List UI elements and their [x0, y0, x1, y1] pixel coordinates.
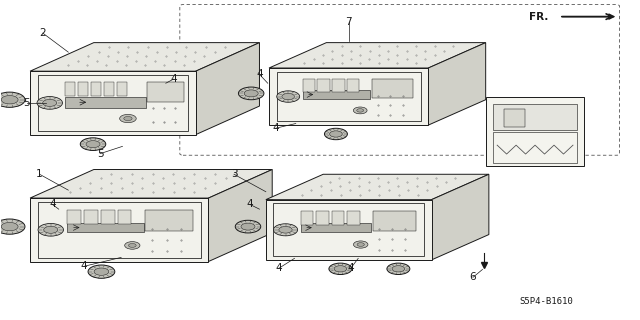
Bar [348, 211, 360, 225]
Circle shape [239, 87, 264, 100]
Bar [78, 82, 88, 96]
Polygon shape [428, 43, 486, 125]
Circle shape [353, 241, 368, 248]
Text: 5: 5 [24, 98, 30, 108]
Polygon shape [266, 200, 431, 260]
Polygon shape [269, 68, 428, 125]
Circle shape [0, 92, 25, 107]
Bar [332, 79, 344, 92]
Circle shape [353, 107, 367, 114]
Circle shape [120, 115, 136, 123]
Circle shape [94, 268, 109, 275]
Bar [273, 204, 424, 256]
Bar [372, 211, 416, 231]
Bar [317, 79, 330, 92]
Circle shape [330, 131, 342, 137]
Circle shape [244, 90, 258, 97]
Bar [303, 90, 371, 99]
Text: FR.: FR. [529, 12, 548, 22]
Bar [65, 97, 146, 108]
Circle shape [282, 93, 294, 100]
Circle shape [387, 263, 410, 275]
Text: 5: 5 [97, 149, 104, 159]
Bar [303, 79, 315, 92]
Bar [84, 210, 98, 224]
Circle shape [392, 266, 404, 272]
Polygon shape [30, 198, 209, 261]
Text: 4: 4 [49, 199, 56, 209]
Polygon shape [266, 174, 489, 200]
Bar [38, 75, 188, 131]
Polygon shape [196, 43, 259, 135]
Circle shape [44, 226, 58, 233]
Bar [504, 109, 525, 127]
Bar [101, 210, 115, 224]
Circle shape [236, 220, 260, 233]
Bar [67, 210, 81, 224]
Bar [65, 82, 76, 96]
Bar [348, 79, 360, 92]
Circle shape [125, 242, 140, 249]
Text: 4: 4 [246, 199, 253, 209]
Text: 4: 4 [81, 261, 88, 271]
Bar [372, 79, 413, 98]
Circle shape [279, 227, 292, 233]
Circle shape [241, 223, 255, 230]
Bar [116, 82, 127, 96]
Circle shape [0, 219, 25, 234]
Bar [67, 223, 144, 232]
Bar [316, 211, 329, 225]
Circle shape [1, 96, 18, 104]
Bar [118, 210, 131, 224]
Circle shape [129, 244, 136, 247]
Circle shape [334, 266, 347, 272]
Bar [91, 82, 101, 96]
Bar [104, 82, 115, 96]
Bar [486, 97, 584, 166]
Polygon shape [431, 174, 489, 260]
Text: 4: 4 [170, 74, 177, 84]
Polygon shape [209, 170, 272, 261]
Circle shape [356, 109, 364, 112]
Circle shape [38, 223, 63, 236]
Circle shape [37, 97, 63, 109]
Bar [147, 82, 184, 102]
Text: 4: 4 [275, 263, 282, 274]
Circle shape [124, 116, 132, 121]
Polygon shape [30, 43, 259, 71]
Text: 4: 4 [348, 263, 354, 274]
Text: 4: 4 [256, 69, 263, 79]
Text: S5P4-B1610: S5P4-B1610 [519, 297, 573, 306]
Circle shape [1, 222, 18, 231]
Bar [493, 104, 577, 130]
Bar [332, 211, 344, 225]
Circle shape [357, 243, 364, 246]
Circle shape [88, 265, 115, 278]
Circle shape [329, 263, 352, 275]
Polygon shape [269, 43, 486, 68]
Circle shape [86, 141, 100, 148]
Bar [301, 223, 371, 232]
Text: 1: 1 [36, 169, 43, 179]
Circle shape [80, 138, 106, 150]
Circle shape [324, 128, 348, 140]
Text: 6: 6 [470, 272, 476, 282]
Text: 2: 2 [40, 28, 46, 38]
Bar [276, 72, 420, 121]
Polygon shape [30, 170, 272, 198]
Text: 7: 7 [346, 17, 352, 27]
Bar [145, 210, 193, 231]
Bar [301, 211, 313, 225]
Circle shape [273, 224, 298, 236]
Bar [38, 202, 201, 258]
Circle shape [43, 100, 57, 106]
Bar [493, 132, 577, 163]
Circle shape [276, 91, 300, 102]
Text: 4: 4 [272, 123, 278, 133]
Polygon shape [30, 71, 196, 135]
Text: 3: 3 [230, 169, 237, 179]
